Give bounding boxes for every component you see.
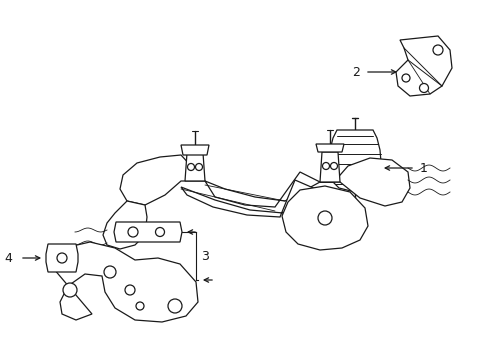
Polygon shape [315, 144, 343, 152]
Polygon shape [181, 180, 317, 217]
Polygon shape [114, 222, 182, 242]
Circle shape [57, 253, 67, 263]
Circle shape [155, 228, 164, 237]
Polygon shape [48, 242, 198, 322]
Polygon shape [319, 152, 339, 182]
Circle shape [168, 299, 182, 313]
Circle shape [125, 285, 135, 295]
Polygon shape [395, 36, 451, 96]
Polygon shape [204, 172, 319, 207]
Text: 2: 2 [351, 66, 359, 78]
Circle shape [128, 227, 138, 237]
Circle shape [330, 162, 337, 170]
Text: 3: 3 [201, 249, 208, 262]
Polygon shape [103, 201, 147, 249]
Text: 1: 1 [419, 162, 427, 175]
Polygon shape [181, 145, 208, 155]
Polygon shape [184, 153, 204, 181]
Polygon shape [46, 244, 78, 272]
Circle shape [317, 211, 331, 225]
Polygon shape [319, 158, 409, 206]
Circle shape [136, 302, 143, 310]
Text: 4: 4 [4, 252, 12, 265]
Circle shape [195, 163, 202, 171]
Circle shape [432, 45, 442, 55]
Polygon shape [120, 155, 204, 205]
Circle shape [322, 162, 329, 170]
Circle shape [63, 283, 77, 297]
Circle shape [419, 84, 427, 93]
Circle shape [401, 74, 409, 82]
Polygon shape [328, 130, 380, 192]
Polygon shape [282, 186, 367, 250]
Circle shape [187, 163, 194, 171]
Circle shape [104, 266, 116, 278]
